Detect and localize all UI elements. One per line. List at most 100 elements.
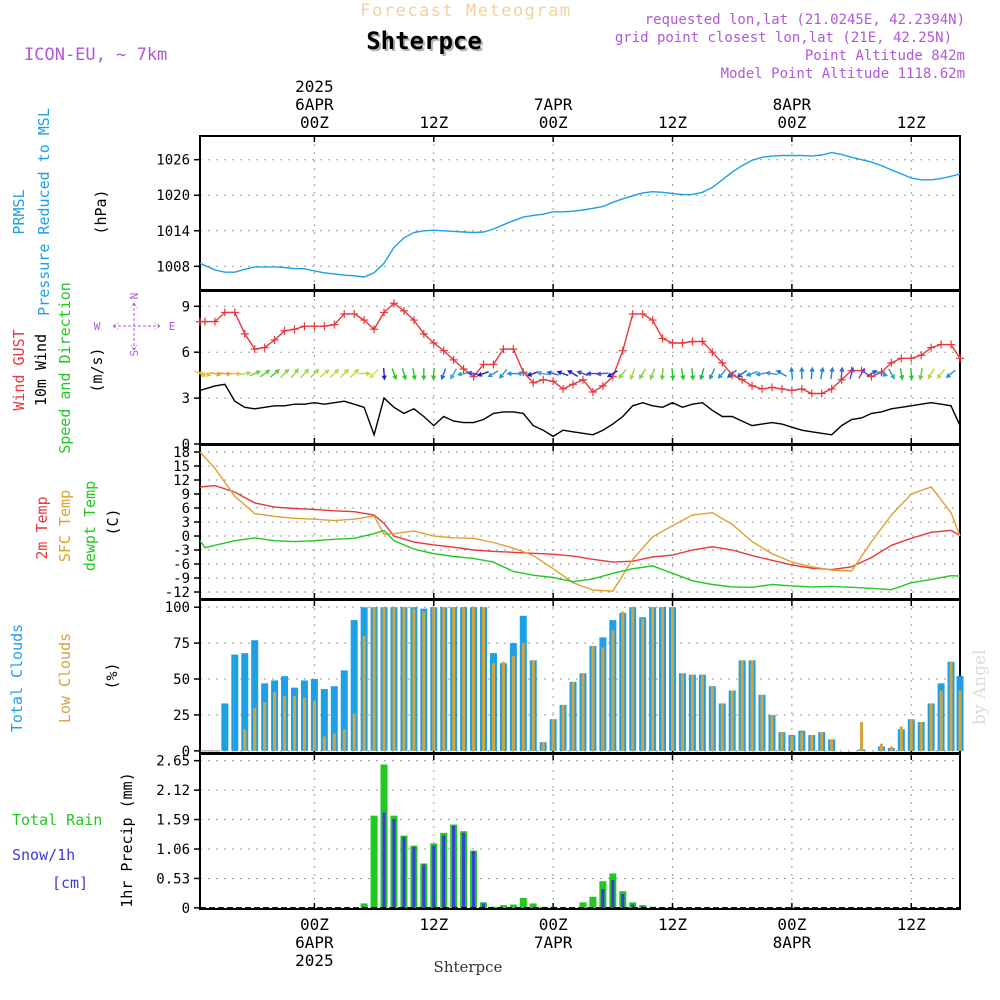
rain-bar [360, 903, 368, 908]
panel-3: 0 25 50 75 100 [165, 599, 964, 760]
gust-marker [638, 309, 647, 318]
snow-bar [402, 836, 406, 908]
low-cloud-bar [939, 690, 943, 751]
total-cloud-bar [231, 654, 239, 751]
low-cloud-bar [710, 686, 714, 751]
compass-s: S [128, 350, 141, 357]
y-tick-label: 0 [182, 744, 190, 760]
y-tick-label: 1.59 [156, 813, 190, 829]
location-title-shadow: Shterpce [366, 27, 482, 55]
gust-marker [509, 345, 518, 354]
low-cloud-bar [790, 736, 794, 751]
wind-arrow [829, 366, 835, 380]
gust-marker [947, 340, 956, 349]
gust-marker [956, 354, 964, 363]
low-cloud-bar [651, 607, 655, 751]
temp-2m-label: 2m Temp [33, 496, 51, 559]
snow-bar [462, 832, 466, 908]
wind-arrow [300, 368, 310, 378]
wind-arrow [755, 371, 768, 377]
total-cloud-bar [251, 640, 259, 751]
y-tick-label: 1008 [156, 259, 190, 275]
gust-marker [429, 339, 438, 348]
wind-arrow [199, 371, 212, 377]
wind-arrow [789, 366, 795, 380]
gust-marker [678, 339, 687, 348]
wind-arrow [945, 369, 956, 379]
wind-arrow [546, 370, 559, 376]
low-cloud-bar [561, 704, 565, 751]
wind-arrow [391, 368, 398, 381]
gust-marker [399, 306, 408, 315]
wind-arrow [819, 366, 825, 380]
low-cloud-bar [402, 607, 406, 751]
gust-marker [758, 384, 767, 393]
wind-arrow [401, 368, 407, 381]
low-cloud-bar [442, 607, 446, 751]
low-cloud-bar [690, 674, 694, 751]
snow-bar [621, 894, 625, 908]
gust-marker [897, 354, 906, 363]
wind-arrow [526, 371, 539, 377]
y-tick-label: -12 [165, 585, 190, 601]
panel-frame [199, 753, 961, 910]
y-tick-label: -9 [173, 571, 190, 587]
gust-marker [350, 309, 359, 318]
low-cloud-bar [591, 645, 595, 751]
wind-arrow [585, 371, 599, 377]
wind-arrow [466, 370, 480, 376]
gust-marker [439, 346, 448, 355]
temp-sfc-label: SFC Temp [56, 490, 74, 562]
pressure-label: Pressure Reduced to MSL [35, 108, 53, 316]
wind-arrow [249, 370, 262, 377]
gust-marker [360, 316, 369, 325]
low-cloud-bar [661, 607, 665, 751]
y-tick-label: 0 [182, 901, 190, 917]
wind-arrow [670, 368, 676, 381]
wind-arrow [595, 371, 609, 377]
wind-arrow [659, 368, 665, 381]
pressure-label: PRMSL [10, 189, 28, 234]
low-cloud-bar [929, 703, 933, 751]
low-cloud-bar [740, 660, 744, 751]
y-tick-label: 50 [173, 672, 190, 688]
bottom-time-label: 8APR [773, 933, 812, 952]
snow-bar [482, 903, 486, 908]
y-tick-label: 15 [173, 459, 190, 475]
wind-arrow [839, 366, 845, 380]
gust-marker [210, 317, 219, 326]
gust-marker [539, 375, 548, 384]
wind-arrow [745, 371, 758, 377]
wind-arrow [536, 370, 549, 376]
low-cloud-bar [671, 607, 675, 751]
gust-marker [698, 337, 707, 346]
low-cloud-bar [641, 618, 645, 751]
gust-marker [559, 384, 568, 393]
gust-marker [578, 375, 587, 384]
gust-marker [569, 380, 578, 389]
low-cloud-bar [949, 661, 953, 751]
precip-legend-snow: Snow/1h [12, 846, 75, 864]
gust-marker [340, 309, 349, 318]
gust-marker [290, 325, 299, 334]
wind-arrow [606, 370, 618, 378]
wind-arrow [709, 368, 716, 380]
gust-marker [718, 358, 727, 367]
wind-arrow [899, 368, 905, 381]
low-cloud-bar [820, 732, 824, 751]
low-cloud-bar [412, 608, 416, 751]
gust-marker [280, 326, 289, 335]
low-cloud-bar [432, 607, 436, 751]
gust-marker [320, 322, 329, 331]
wind-arrow [319, 369, 330, 378]
y-tick-label: 1.06 [156, 842, 190, 858]
gust-marker [330, 320, 339, 329]
gust-marker [260, 343, 269, 352]
low-cloud-bar [382, 607, 386, 751]
low-cloud-bar [611, 630, 615, 751]
gust-marker [937, 340, 946, 349]
low-cloud-bar [462, 607, 466, 751]
wind-arrow [280, 368, 290, 378]
